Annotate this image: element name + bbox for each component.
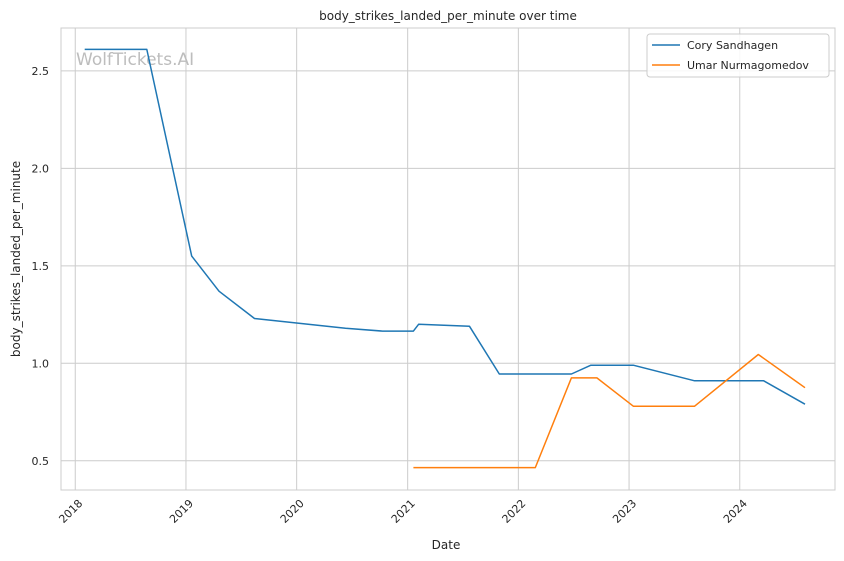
x-axis-label: Date <box>432 538 461 552</box>
legend-label: Umar Nurmagomedov <box>687 59 809 72</box>
y-tick-label: 2.0 <box>32 162 50 175</box>
series-lines <box>84 48 806 469</box>
y-tick-label: 0.5 <box>32 455 50 468</box>
series-line-1 <box>84 48 806 405</box>
grid-lines <box>61 28 835 490</box>
x-tick-label: 2020 <box>278 497 307 526</box>
legend: Cory Sandhagen Umar Nurmagomedov <box>646 33 830 78</box>
chart-title: body_strikes_landed_per_minute over time <box>319 9 577 23</box>
x-tick-label: 2023 <box>610 497 639 526</box>
x-tick-label: 2018 <box>56 497 85 526</box>
x-tick-label: 2024 <box>721 497 750 526</box>
y-tick-label: 1.0 <box>32 357 50 370</box>
x-tick-label: 2022 <box>499 497 528 526</box>
plot-frame <box>60 27 836 491</box>
watermark-text: WolfTickets.AI <box>76 50 194 70</box>
y-tick-label: 1.5 <box>32 260 50 273</box>
series-line-2 <box>413 353 806 469</box>
x-tick-label: 2019 <box>167 497 196 526</box>
x-tick-label: 2021 <box>389 497 418 526</box>
y-tick-label: 2.5 <box>32 65 50 78</box>
legend-label: Cory Sandhagen <box>687 39 778 52</box>
y-axis-label: body_strikes_landed_per_minute <box>9 161 23 357</box>
legend-box <box>646 33 830 78</box>
x-axis-ticks: 2018 2019 2020 2021 2022 2023 2024 <box>56 497 750 526</box>
y-axis-ticks: 0.5 1.0 1.5 2.0 2.5 <box>32 65 50 468</box>
